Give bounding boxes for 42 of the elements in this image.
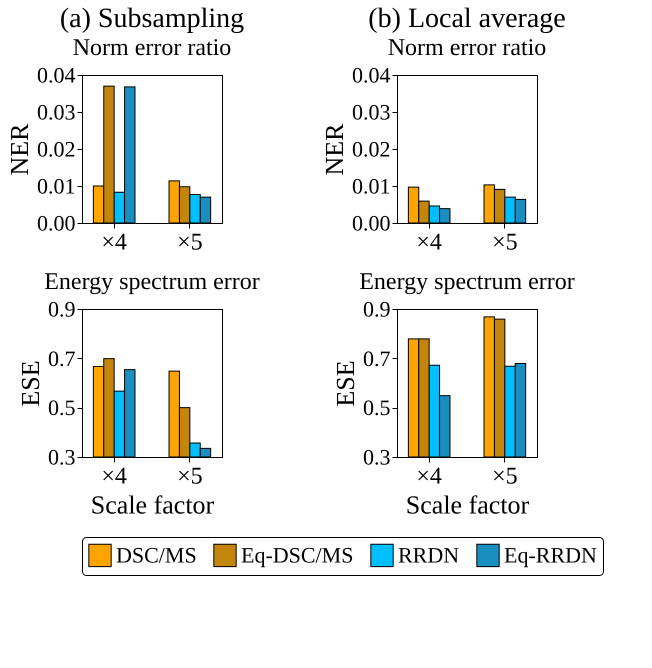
y-tick-label: 0.04 [37, 62, 76, 88]
y-axis-title: NER [5, 122, 34, 176]
y-tick-label: 0.01 [37, 174, 76, 198]
y-axis-title: ESE [331, 360, 360, 407]
y-tick-label: 0.02 [352, 136, 390, 162]
chart-title: (a) Subsampling [60, 3, 244, 34]
y-tick-label: 0.03 [352, 100, 390, 124]
legend-label: DSC/MS [116, 542, 197, 568]
y-tick-label: 0.3 [48, 444, 76, 470]
chart-subtitle: Norm error ratio [388, 35, 546, 61]
chart-subtitle: Norm error ratio [72, 35, 232, 61]
y-tick-label: 0.5 [363, 395, 390, 420]
legend-label: RRDN [398, 542, 460, 568]
y-tick-label: 0.02 [37, 136, 76, 162]
y-tick-label: 0.03 [37, 100, 76, 124]
legend-label: Eq-RRDN [504, 542, 597, 568]
y-tick-label: 0.7 [363, 346, 390, 371]
y-tick-label: 0.5 [48, 395, 76, 420]
chart-title: (b) Local average [368, 3, 566, 34]
x-tick-label: ×4 [101, 230, 127, 256]
x-axis-title: Scale factor [406, 490, 530, 520]
y-tick-label: 0.00 [352, 210, 390, 236]
x-tick-label: ×5 [177, 464, 203, 490]
legend-label: Eq-DSC/MS [241, 542, 354, 568]
x-tick-label: ×5 [492, 230, 518, 256]
y-tick-label: 0.04 [352, 62, 390, 88]
y-axis-title: ESE [16, 360, 45, 407]
chart-title: Energy spectrum error [359, 269, 575, 295]
x-tick-label: ×5 [177, 230, 203, 256]
y-tick-label: 0.01 [352, 174, 390, 198]
y-tick-label: 0.7 [48, 346, 76, 371]
y-tick-label: 0.3 [363, 444, 390, 470]
x-axis-title: Scale factor [90, 490, 215, 520]
x-tick-label: ×4 [416, 230, 442, 256]
y-tick-label: 0.9 [48, 296, 76, 322]
y-tick-label: 0.00 [37, 210, 76, 236]
y-tick-label: 0.9 [363, 296, 390, 322]
x-tick-label: ×5 [492, 464, 518, 490]
x-tick-label: ×4 [416, 464, 442, 490]
x-tick-label: ×4 [101, 464, 127, 490]
chart-title: Energy spectrum error [44, 269, 260, 295]
y-axis-title: NER [320, 122, 349, 176]
